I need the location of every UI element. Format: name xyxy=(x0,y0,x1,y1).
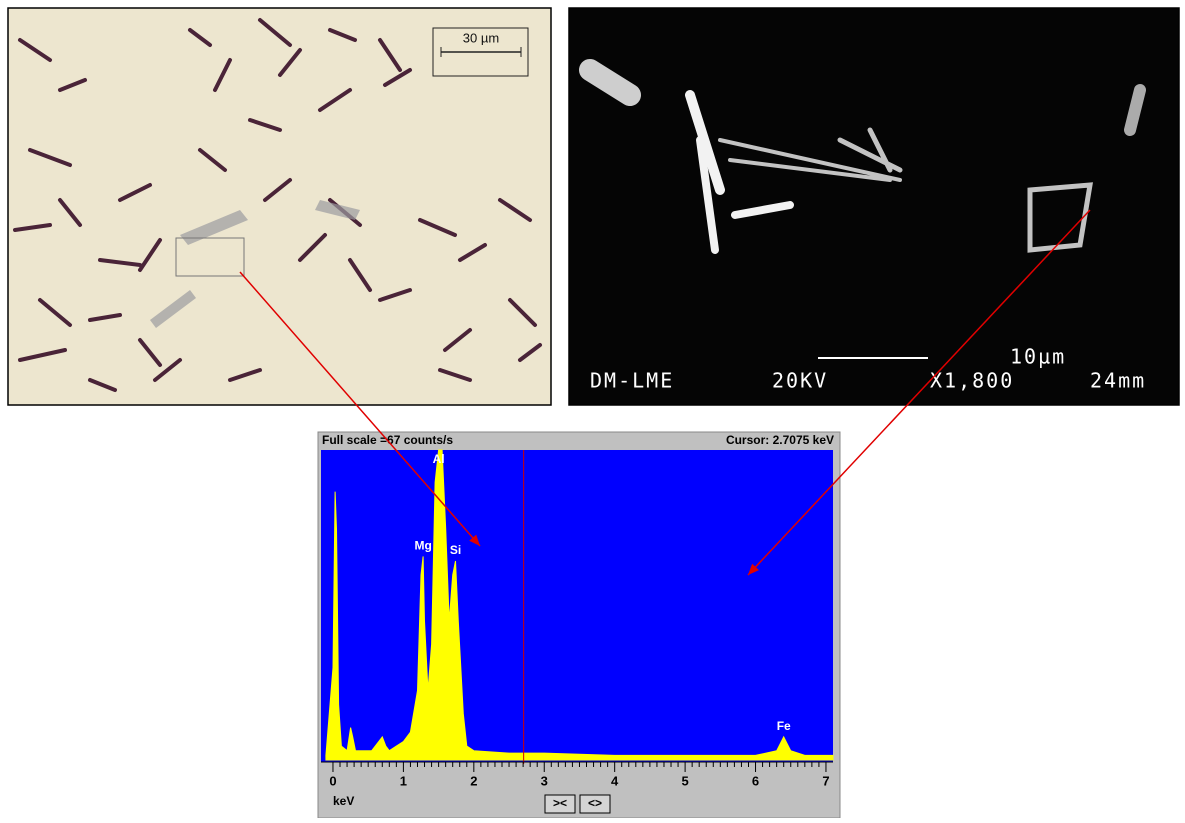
peak-label: Fe xyxy=(777,719,791,733)
x-tick-label: 7 xyxy=(822,773,829,788)
peak-label: Al xyxy=(433,452,445,466)
sem-info: 20KV xyxy=(772,369,828,393)
cursor-label: Cursor: 2.7075 keV xyxy=(726,433,834,447)
x-tick-label: 2 xyxy=(470,773,477,788)
sem-info: DM-LME xyxy=(590,369,674,393)
x-tick-label: 0 xyxy=(329,773,336,788)
plot-background xyxy=(321,450,833,762)
sem-info: X1,800 xyxy=(930,369,1014,393)
x-tick-label: 4 xyxy=(611,773,619,788)
sem-micrograph xyxy=(569,8,1179,405)
peak-label: Mg xyxy=(414,539,431,553)
x-tick-label: 6 xyxy=(752,773,759,788)
button-label: >< xyxy=(553,796,567,810)
scale-bar-label: 30 µm xyxy=(463,30,499,45)
figure: 30 µm 10µm DM-LME 20KV X1,800 24mm Full … xyxy=(0,0,1185,818)
button-label: <> xyxy=(588,796,602,810)
optical-micrograph xyxy=(8,8,551,405)
x-tick-label: 1 xyxy=(400,773,407,788)
sem-info: 24mm xyxy=(1090,369,1146,393)
x-axis-label: keV xyxy=(333,794,354,808)
page: 30 µm 10µm DM-LME 20KV X1,800 24mm Full … xyxy=(0,0,1185,818)
sem-scale-label: 10µm xyxy=(1010,345,1066,369)
x-tick-label: 5 xyxy=(681,773,688,788)
x-tick-label: 3 xyxy=(541,773,548,788)
peak-label: Si xyxy=(450,543,461,557)
